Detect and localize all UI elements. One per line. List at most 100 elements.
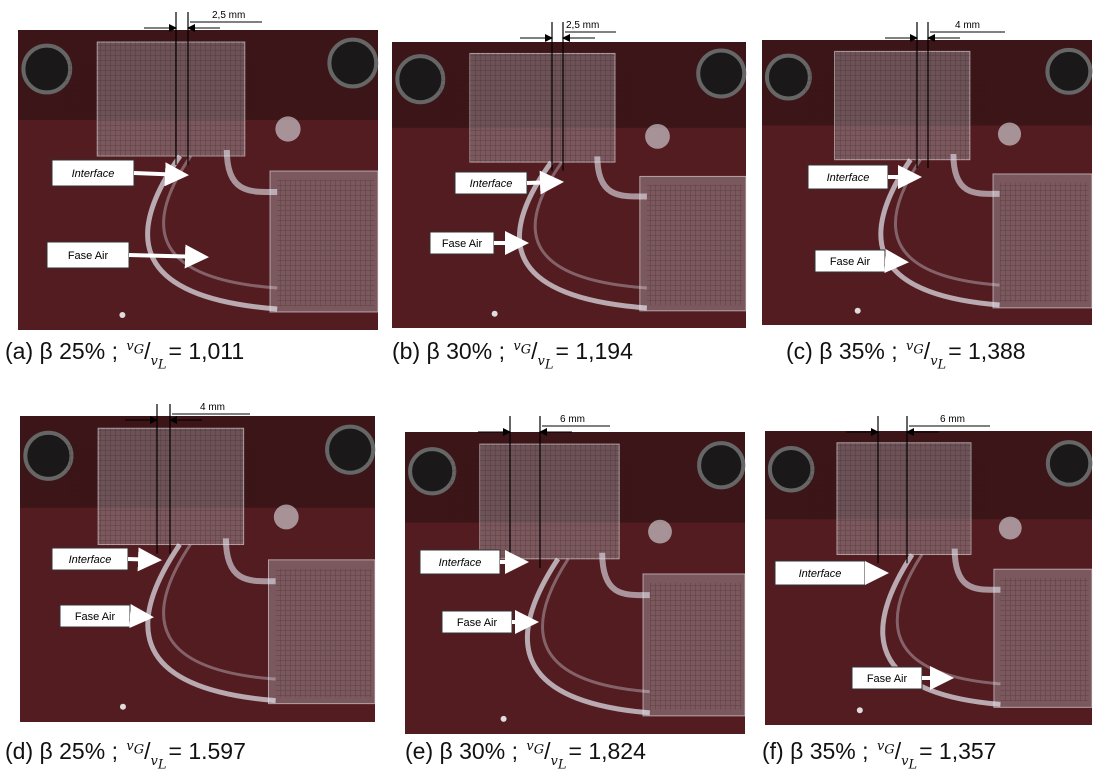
ruler-grid [647, 185, 743, 305]
caption-separator: ; [891, 338, 897, 364]
numerator: v [126, 739, 133, 754]
caption: (b) β 30% ; vG/vL= 1,194 [392, 338, 633, 372]
denominator-sub: L [558, 757, 567, 772]
callout-arrow [128, 559, 158, 560]
caption-beta: β 35% [819, 338, 885, 364]
numerator-sub: G [534, 743, 544, 758]
ratio-denominator: vL [901, 753, 917, 768]
equals: = [168, 738, 181, 764]
ruler-grid [98, 428, 244, 544]
callout-text: Fase Air [867, 673, 908, 685]
callout-text: Fase Air [68, 250, 109, 262]
callout-text: Fase Air [830, 256, 871, 268]
ratio-numerator: vG [513, 338, 531, 353]
caption-separator: ; [862, 738, 868, 764]
ruler-grid [837, 443, 971, 555]
caption-separator: ; [112, 338, 118, 364]
callout-text: Interface [827, 172, 870, 184]
bolt [327, 427, 373, 473]
caption: (e) β 30% ; vG/vL= 1,824 [405, 738, 646, 772]
callout-text: Fase Air [442, 238, 483, 250]
caption: (d) β 25% ; vG/vL= 1.597 [5, 738, 246, 772]
denominator-sub: L [545, 357, 554, 372]
callout-arrow [527, 182, 560, 183]
panel: 6 mm Interface Fase Air [405, 414, 745, 734]
numerator: v [526, 739, 533, 754]
bolt [770, 448, 813, 491]
dot [120, 704, 126, 710]
caption-beta: β 35% [790, 738, 856, 764]
caption-beta: β 25% [40, 738, 106, 764]
ratio-value: 1.597 [188, 738, 246, 764]
caption-label: (a) [5, 338, 33, 364]
callout-arrow [129, 255, 205, 257]
denominator-sub: L [158, 357, 167, 372]
ratio-denominator: vL [930, 353, 946, 368]
equals: = [919, 738, 932, 764]
measure-text: 6 mm [560, 414, 585, 425]
denominator: v [150, 754, 157, 769]
numerator-sub: G [884, 743, 894, 758]
ratio-denominator: vL [150, 353, 166, 368]
caption-beta: β 30% [440, 738, 506, 764]
caption: (f) β 35% ; vG/vL= 1,357 [762, 738, 996, 772]
callout-text: Interface [439, 557, 482, 569]
denominator: v [150, 354, 157, 369]
ratio-value: 1,357 [939, 738, 997, 764]
equals: = [948, 338, 961, 364]
dot [501, 716, 507, 722]
ratio-value: 1,824 [588, 738, 646, 764]
knob [998, 123, 1021, 146]
bolt [767, 56, 810, 99]
bolt [698, 50, 744, 96]
panel: 4 mm Interface Fase Air [762, 20, 1092, 325]
denominator: v [550, 754, 557, 769]
photo-grid: 2,5 mm Interface Fase Air 2,5 mm Interface Fa… [0, 0, 1108, 778]
ruler-grid [1000, 578, 1088, 701]
bolt [1047, 50, 1090, 93]
caption-label: (b) [392, 338, 420, 364]
bolt [1048, 442, 1091, 485]
knob [999, 517, 1022, 540]
caption: (a) β 25% ; vG/vL= 1,011 [5, 338, 244, 372]
ruler-grid [97, 42, 245, 156]
ruler-grid [470, 53, 615, 162]
measure-text: 2,5 mm [566, 20, 599, 31]
measure-text: 2,5 mm [212, 10, 245, 21]
ratio: vG/vL [513, 338, 553, 372]
numerator: v [513, 339, 520, 354]
caption-label: (c) [786, 338, 813, 364]
callout-text: Interface [470, 178, 513, 190]
ratio-denominator: vL [150, 753, 166, 768]
ruler-grid [835, 51, 970, 159]
callout-text: Interface [72, 168, 115, 180]
ruler-grid [650, 583, 742, 710]
measure-text: 4 mm [955, 20, 980, 31]
ratio: vG/vL [526, 738, 566, 772]
caption-label: (e) [405, 738, 433, 764]
caption-separator: ; [499, 338, 505, 364]
ratio-numerator: vG [126, 338, 144, 353]
ratio-numerator: vG [526, 738, 544, 753]
knob [275, 116, 300, 141]
ratio-value: 1,194 [575, 338, 633, 364]
measure-text: 6 mm [940, 414, 965, 425]
numerator-sub: G [134, 343, 144, 358]
equals: = [555, 338, 568, 364]
callout-text: Fase Air [75, 611, 116, 623]
ratio: vG/vL [126, 338, 166, 372]
callout-text: Fase Air [457, 617, 498, 629]
panel: 2,5 mm Interface Fase Air [392, 20, 746, 328]
caption-separator: ; [112, 738, 118, 764]
bolt [397, 56, 443, 102]
dot [855, 308, 861, 314]
equals: = [168, 338, 181, 364]
caption-label: (d) [5, 738, 33, 764]
numerator: v [126, 339, 133, 354]
measure-text: 4 mm [200, 402, 225, 413]
callout-arrow [130, 616, 150, 617]
ratio: vG/vL [877, 738, 917, 772]
callout-text: Interface [799, 568, 842, 580]
panel: 2,5 mm Interface Fase Air [18, 10, 378, 330]
caption-beta: β 25% [40, 338, 106, 364]
